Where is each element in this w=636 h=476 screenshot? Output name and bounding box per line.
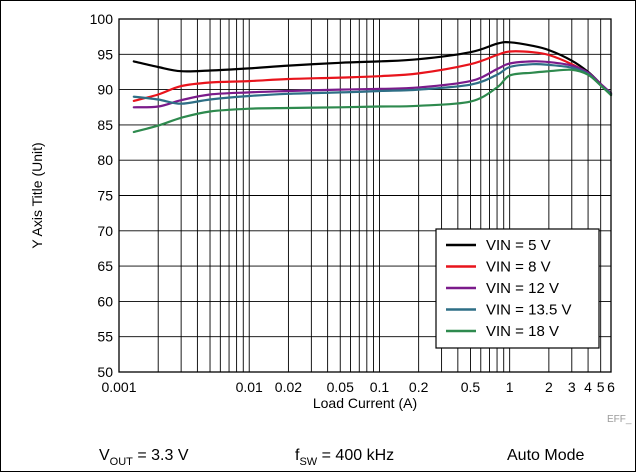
plot-border [118, 18, 612, 373]
y-tick-label: 65 [97, 258, 113, 274]
figure-id-watermark: EFF_ [607, 414, 632, 425]
x-tick-label: 0.01 [236, 379, 263, 395]
x-tick-label: 4 [584, 379, 592, 395]
y-tick-label: 85 [97, 117, 113, 133]
y-tick-label: 70 [97, 223, 113, 239]
series-line-4 [132, 62, 613, 105]
series-line-2 [132, 50, 613, 102]
tick-labels: 50 55 60 65 70 75 80 85 90 95 100 0.001 0.01 0.02 0.05… [90, 11, 615, 395]
legend-label: VIN = 12 V [486, 280, 559, 297]
x-tick-label: 0.2 [409, 379, 429, 395]
legend: VIN = 5 V VIN = 8 V VIN = 12 V VIN = 13.5 V… [435, 228, 600, 349]
y-tick-label: 95 [97, 46, 113, 62]
x-tick-label: 5 [597, 379, 605, 395]
x-tick-label: 0.001 [101, 379, 136, 395]
vout-label: VOUT = 3.3 V [99, 447, 189, 468]
legend-label: VIN = 8 V [486, 259, 551, 276]
mode-label: Auto Mode [507, 447, 584, 464]
x-tick-label: 0.5 [461, 379, 481, 395]
series-line-1 [132, 41, 613, 96]
x-tick-label: 6 [607, 379, 615, 395]
y-tick-label: 80 [97, 152, 113, 168]
y-tick-label: 60 [97, 293, 113, 309]
x-tick-label: 0.05 [327, 379, 354, 395]
legend-label: VIN = 18 V [486, 323, 559, 340]
x-tick-label: 2 [545, 379, 553, 395]
legend-label: VIN = 5 V [486, 237, 551, 254]
series-line-5 [132, 68, 613, 134]
legend-label: VIN = 13.5 V [486, 302, 571, 319]
x-tick-label: 0.02 [275, 379, 302, 395]
y-tick-label: 100 [90, 11, 114, 27]
series-lines [132, 41, 613, 134]
fsw-label: fSW = 400 kHz [295, 447, 394, 468]
y-tick-label: 90 [97, 82, 113, 98]
x-tick-label: 1 [506, 379, 514, 395]
y-tick-label: 75 [97, 188, 113, 204]
x-tick-label: 3 [568, 379, 576, 395]
y-axis-title: Y Axis Title (Unit) [29, 142, 45, 248]
y-tick-label: 50 [97, 364, 113, 380]
x-axis-title: Load Current (A) [313, 395, 417, 411]
y-tick-label: 55 [97, 329, 113, 345]
series-line-3 [132, 60, 613, 109]
x-tick-label: 0.1 [370, 379, 390, 395]
